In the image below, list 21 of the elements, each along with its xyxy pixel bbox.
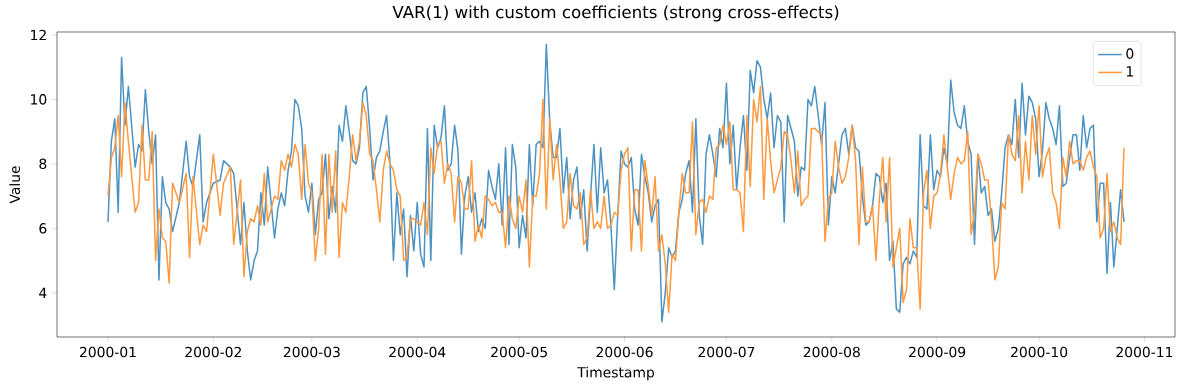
x-tick-label: 2000-07 [698, 346, 755, 358]
legend-label: 1 [1126, 66, 1133, 77]
y-tick-label: 12 [31, 29, 46, 41]
x-tick-label: 2000-02 [185, 346, 241, 358]
x-tick-label: 2000-09 [909, 346, 966, 358]
x-tick-label: 2000-08 [803, 346, 860, 358]
x-tick-label: 2000-10 [1011, 346, 1068, 358]
y-tick-label: 10 [31, 94, 47, 105]
y-axis-title: Value [9, 166, 21, 204]
x-tick-label: 2000-03 [283, 346, 340, 358]
x-tick-label: 2000-04 [389, 346, 446, 358]
y-tick-label: 8 [39, 158, 47, 170]
chart-title: VAR(1) with custom coefficients (strong cross-effects) [392, 5, 839, 22]
x-tick-label: 2000-06 [596, 346, 653, 358]
x-axis-title: Timestamp [577, 366, 655, 381]
legend-label: 0 [1126, 48, 1134, 59]
y-tick-label: 4 [39, 287, 47, 298]
x-tick-label: 2000-11 [1116, 346, 1173, 358]
x-tick-label: 2000-05 [491, 346, 547, 358]
x-tick-label: 2000-01 [80, 346, 136, 358]
y-tick-label: 6 [39, 223, 47, 234]
